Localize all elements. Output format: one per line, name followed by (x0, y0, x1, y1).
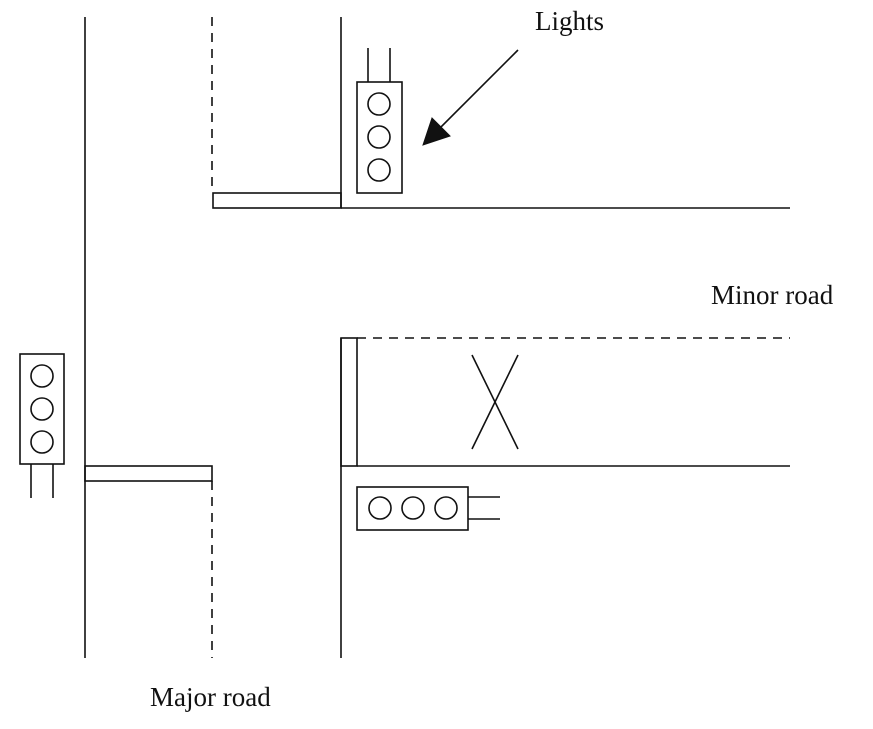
traffic-light-minor (356, 486, 500, 531)
minor-road-label: Minor road (711, 280, 834, 310)
stop-bar-major-northbound (84, 465, 213, 482)
lights-label: Lights (535, 6, 605, 36)
cross-mark-stroke-2 (471, 354, 519, 450)
lights-arrow-head (422, 117, 451, 146)
lights-arrow-shaft (439, 49, 519, 129)
traffic-light-top (356, 48, 403, 194)
major-road-label: Major road (150, 682, 271, 712)
stop-bar-major-southbound (212, 192, 342, 209)
traffic-light-left (19, 353, 65, 498)
stop-bar-minor-road (340, 337, 358, 467)
